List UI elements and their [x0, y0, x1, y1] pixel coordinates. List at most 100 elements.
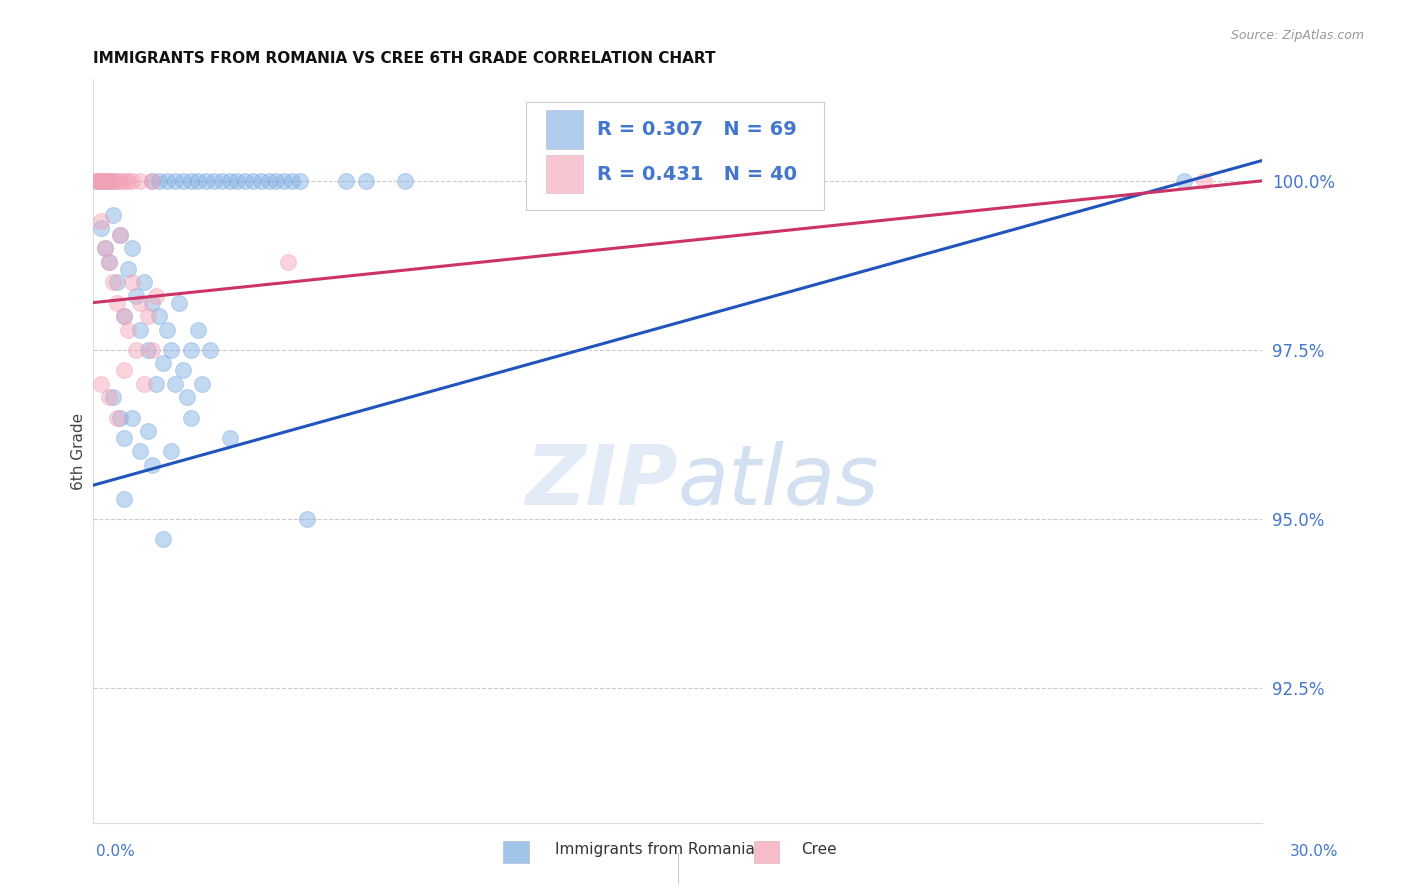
Point — [117, 174, 139, 188]
Point — [105, 275, 128, 289]
Point — [281, 174, 304, 188]
Point — [117, 261, 139, 276]
Point — [277, 255, 299, 269]
Point — [121, 410, 143, 425]
Point — [129, 295, 152, 310]
Point — [167, 295, 190, 310]
Point — [121, 242, 143, 256]
Point — [172, 174, 194, 188]
Point — [163, 174, 186, 188]
Point — [105, 295, 128, 310]
Point — [180, 174, 202, 188]
Point — [172, 363, 194, 377]
Point — [1192, 174, 1215, 188]
Point — [101, 208, 124, 222]
Point — [87, 174, 110, 188]
Point — [160, 444, 183, 458]
Point — [266, 174, 288, 188]
Point — [145, 289, 167, 303]
Point — [211, 174, 233, 188]
Point — [84, 174, 107, 188]
Point — [191, 376, 214, 391]
Point — [94, 174, 117, 188]
Point — [176, 390, 198, 404]
Point — [91, 174, 114, 188]
Text: Immigrants from Romania: Immigrants from Romania — [555, 842, 755, 856]
Point — [129, 444, 152, 458]
FancyBboxPatch shape — [526, 102, 824, 210]
Point — [90, 221, 112, 235]
Text: IMMIGRANTS FROM ROMANIA VS CREE 6TH GRADE CORRELATION CHART: IMMIGRANTS FROM ROMANIA VS CREE 6TH GRAD… — [93, 51, 716, 66]
Text: Cree: Cree — [801, 842, 837, 856]
Point — [112, 309, 135, 323]
Point — [141, 458, 163, 472]
Point — [91, 174, 114, 188]
Point — [394, 174, 416, 188]
Point — [121, 174, 143, 188]
Point — [202, 174, 225, 188]
Point — [129, 174, 152, 188]
Point — [132, 376, 155, 391]
Point — [112, 309, 135, 323]
Point — [160, 343, 183, 357]
Point — [121, 275, 143, 289]
Point — [152, 533, 174, 547]
Point — [218, 174, 240, 188]
Point — [218, 431, 240, 445]
Text: R = 0.307   N = 69: R = 0.307 N = 69 — [598, 120, 797, 138]
Point — [97, 174, 120, 188]
Point — [101, 174, 124, 188]
Point — [141, 174, 163, 188]
Point — [187, 174, 209, 188]
Point — [136, 309, 159, 323]
Point — [1173, 174, 1195, 188]
Point — [335, 174, 357, 188]
Point — [96, 174, 118, 188]
Point — [90, 376, 112, 391]
Point — [112, 491, 135, 506]
Point — [148, 309, 170, 323]
Point — [87, 174, 110, 188]
Point — [101, 275, 124, 289]
Point — [354, 174, 377, 188]
Text: atlas: atlas — [678, 441, 879, 522]
Point — [97, 255, 120, 269]
Point — [136, 343, 159, 357]
Point — [90, 214, 112, 228]
Point — [297, 512, 319, 526]
Point — [180, 343, 202, 357]
Point — [94, 242, 117, 256]
Point — [198, 343, 221, 357]
Point — [129, 323, 152, 337]
Point — [101, 390, 124, 404]
Point — [105, 410, 128, 425]
Point — [141, 343, 163, 357]
Point — [101, 174, 124, 188]
Point — [273, 174, 295, 188]
Point — [249, 174, 271, 188]
Y-axis label: 6th Grade: 6th Grade — [72, 413, 86, 490]
Point — [145, 376, 167, 391]
Point — [257, 174, 280, 188]
Point — [163, 376, 186, 391]
Point — [97, 255, 120, 269]
Point — [105, 174, 128, 188]
Point — [242, 174, 264, 188]
Point — [195, 174, 218, 188]
Point — [112, 174, 135, 188]
Point — [110, 227, 132, 242]
Point — [110, 227, 132, 242]
Point — [226, 174, 249, 188]
Point — [156, 323, 179, 337]
Text: ZIP: ZIP — [524, 441, 678, 522]
Point — [112, 363, 135, 377]
Point — [117, 323, 139, 337]
Point — [141, 174, 163, 188]
Text: Source: ZipAtlas.com: Source: ZipAtlas.com — [1230, 29, 1364, 43]
Point — [156, 174, 179, 188]
Point — [141, 295, 163, 310]
Point — [110, 410, 132, 425]
Point — [94, 242, 117, 256]
Text: R = 0.431   N = 40: R = 0.431 N = 40 — [598, 165, 797, 184]
Point — [125, 289, 148, 303]
